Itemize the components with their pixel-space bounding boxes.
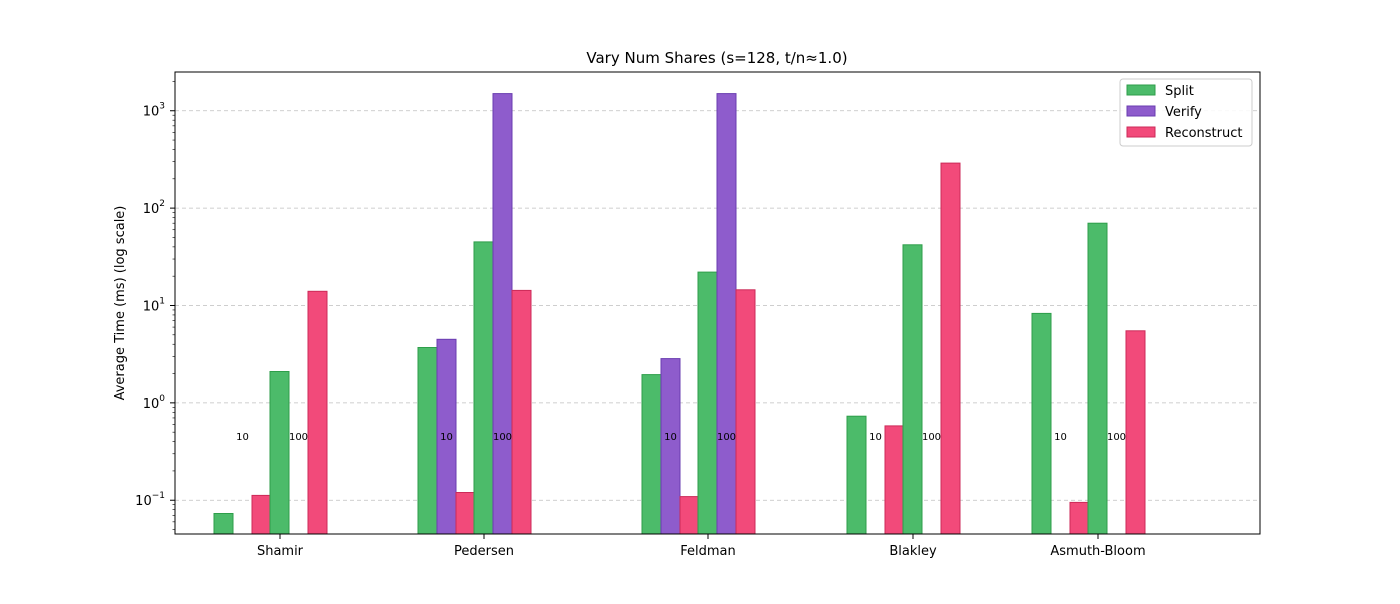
plot-frame (174, 71, 1261, 535)
bar-reconstruct (1069, 501, 1090, 535)
bar-split (641, 374, 662, 535)
y-tick-label: 100 (143, 394, 166, 412)
subgroup-label: 100 (1107, 432, 1126, 443)
bar-verify (660, 358, 681, 535)
bars (213, 93, 1146, 535)
subgroup-label: 10 (664, 432, 677, 443)
bar-reconstruct (511, 289, 532, 535)
bar-split (213, 513, 234, 535)
legend-swatch (1126, 105, 1156, 117)
x-tick-label: Pedersen (454, 544, 514, 559)
legend-label: Verify (1165, 105, 1202, 120)
x-tick-label: Shamir (257, 544, 304, 559)
bar-verify (492, 93, 513, 535)
y-axis-label: Average Time (ms) (log scale) (113, 206, 128, 401)
x-tick-label: Feldman (680, 544, 736, 559)
y-tick-label: 102 (143, 199, 165, 217)
bar-reconstruct (735, 289, 756, 535)
y-tick-label: 103 (143, 102, 165, 120)
legend: Split Verify Reconstruct (1119, 78, 1253, 147)
x-tick-label: Asmuth-Bloom (1050, 544, 1145, 559)
bar-split (902, 244, 923, 535)
chart-title: Vary Num Shares (s=128, t/n≈1.0) (586, 49, 847, 67)
legend-label: Split (1165, 84, 1194, 99)
bar-reconstruct (251, 494, 272, 535)
bar-split (1031, 312, 1052, 535)
subgroup-label: 10 (236, 432, 249, 443)
legend-label: Reconstruct (1165, 126, 1243, 141)
subgroup-label: 100 (289, 432, 308, 443)
bar-split (846, 415, 867, 535)
y-tick-label: 101 (143, 296, 165, 314)
subgroup-label: 100 (493, 432, 512, 443)
group-labels: 10 100 10 100 10 100 10 100 10 100 (236, 432, 1126, 443)
bar-reconstruct (1125, 330, 1146, 535)
x-axis-ticks: Shamir Pedersen Feldman Blakley Asmuth-Bloom (257, 534, 1146, 559)
bar-split (269, 371, 290, 535)
bar-split (417, 347, 438, 535)
bar-verify (716, 93, 737, 535)
bar-split (473, 241, 494, 535)
bar-reconstruct (940, 162, 961, 535)
subgroup-label: 10 (440, 432, 453, 443)
bar-reconstruct (679, 496, 700, 535)
bar-split (1087, 222, 1108, 535)
legend-swatch (1126, 84, 1156, 96)
bar-reconstruct (455, 492, 476, 535)
subgroup-label: 10 (1054, 432, 1067, 443)
y-tick-label: 10−1 (135, 491, 165, 509)
bar-split (697, 271, 718, 535)
subgroup-label: 100 (922, 432, 941, 443)
x-tick-label: Blakley (889, 544, 937, 559)
y-axis-ticks: 10−1 100 101 102 103 (135, 81, 175, 530)
subgroup-label: 100 (717, 432, 736, 443)
subgroup-label: 10 (869, 432, 882, 443)
bar-reconstruct (307, 290, 328, 535)
bar-reconstruct (884, 425, 905, 535)
legend-swatch (1126, 126, 1156, 138)
